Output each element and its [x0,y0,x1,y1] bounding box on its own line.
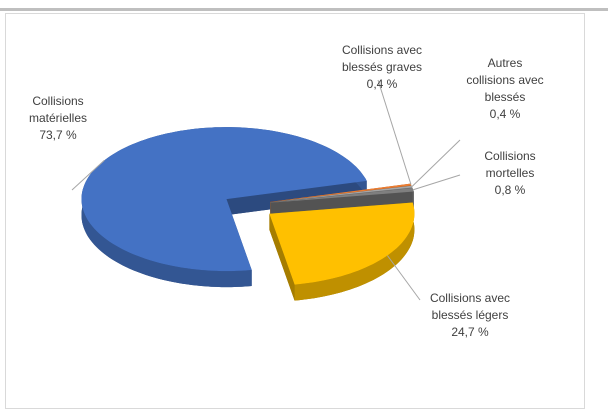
label-value: 73,7 % [39,128,77,142]
label-name: Collisions mortelles [484,149,536,180]
leader-line [71,159,105,191]
slice-side [294,202,415,301]
data-label: Collisions avec blessés graves 0,4 % [327,42,437,93]
data-label: Collisions matérielles 73,7 % [8,93,108,144]
slice [270,188,414,203]
label-name: Collisions avec blessés graves [341,43,423,74]
label-value: 24,7 % [451,325,489,339]
slice [269,202,415,285]
data-label: Autres collisions avec blessés 0,4 % [465,55,545,123]
slice-side [412,188,414,208]
slice [270,185,413,203]
label-name: Collisions matérielles [28,94,88,125]
leader-line [411,139,461,187]
leader-line [377,79,412,185]
label-value: 0,4 % [489,107,521,121]
slice-face [269,213,295,301]
slice [81,127,367,272]
label-name: Collisions avec blessés légers [429,291,511,322]
data-label: Collisions mortelles 0,8 % [465,148,555,199]
slice [270,183,412,202]
chart-area [5,13,585,409]
slice-face [226,180,367,216]
leader-line [413,174,461,191]
label-value: 0,4 % [366,77,398,91]
top-border [0,8,608,11]
data-label: Collisions avec blessés légers 24,7 % [415,290,525,341]
leader-line [386,255,421,301]
label-value: 0,8 % [494,183,526,197]
label-name: Autres collisions avec blessés [466,56,544,104]
